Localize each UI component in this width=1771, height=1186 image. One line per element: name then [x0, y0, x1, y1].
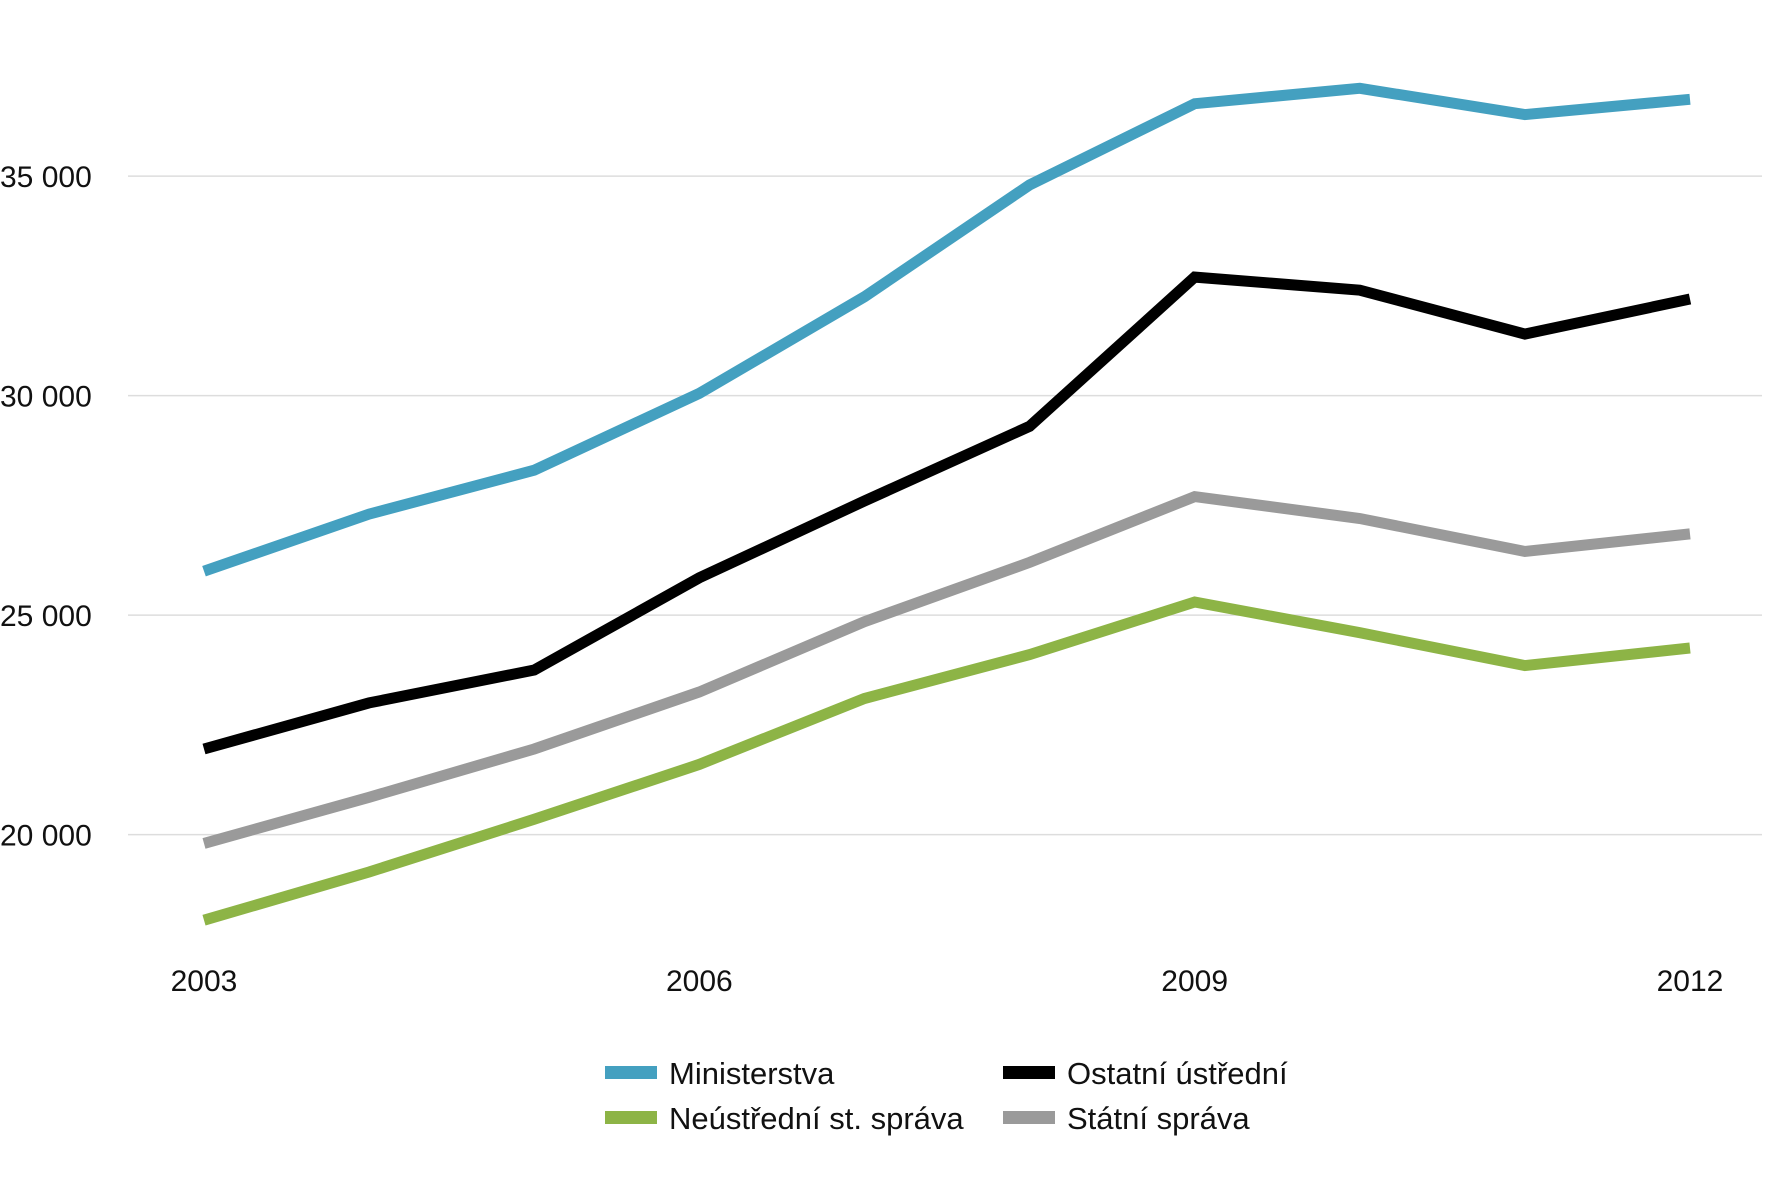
legend-label-statni-sprava: Státní správa — [1067, 1101, 1250, 1136]
y-axis-ticks: 20 000 25 000 30 000 35 000 — [0, 161, 92, 853]
series-line-ministerstva — [204, 88, 1690, 571]
series-line-neustredni-st-sprava — [204, 602, 1690, 920]
legend: Ministerstva Ostatní ústřední Neústřední s… — [605, 1056, 1288, 1136]
legend-label-ministerstva: Ministerstva — [669, 1056, 835, 1091]
x-axis-ticks: 2003 2006 2009 2012 — [171, 965, 1724, 998]
y-tick-label: 25 000 — [0, 600, 92, 633]
series-line-statni-sprava — [204, 497, 1690, 844]
legend-swatch-statni-sprava — [1003, 1111, 1055, 1124]
y-tick-label: 30 000 — [0, 381, 92, 414]
x-tick-label: 2003 — [171, 965, 238, 998]
legend-swatch-ostatni-ustredni — [1003, 1066, 1055, 1079]
legend-swatch-neustredni-st-sprava — [605, 1111, 657, 1124]
y-tick-label: 20 000 — [0, 820, 92, 853]
legend-label-ostatni-ustredni: Ostatní ústřední — [1067, 1056, 1288, 1091]
legend-swatch-ministerstva — [605, 1066, 657, 1079]
x-tick-label: 2006 — [666, 965, 733, 998]
gridlines — [128, 176, 1762, 835]
y-tick-label: 35 000 — [0, 161, 92, 194]
x-tick-label: 2009 — [1161, 965, 1228, 998]
legend-label-neustredni-st-sprava: Neústřední st. správa — [669, 1101, 964, 1136]
series-lines — [204, 88, 1690, 920]
x-tick-label: 2012 — [1657, 965, 1724, 998]
